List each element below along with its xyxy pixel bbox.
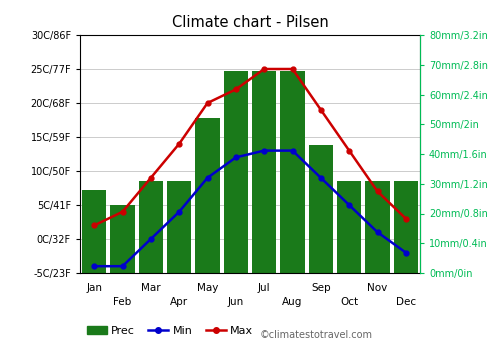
Text: Nov: Nov [368,283,388,293]
Text: Aug: Aug [282,297,302,307]
Text: Jun: Jun [228,297,244,307]
Bar [252,71,276,273]
Bar [139,181,163,273]
Bar [167,181,191,273]
Text: Sep: Sep [311,283,330,293]
Text: Jan: Jan [86,283,102,293]
Bar [280,71,304,273]
Text: Feb: Feb [114,297,132,307]
Bar [309,145,333,273]
Legend: Prec, Min, Max: Prec, Min, Max [82,321,258,340]
Text: Mar: Mar [141,283,161,293]
Text: Oct: Oct [340,297,358,307]
Bar [366,181,390,273]
Bar [337,181,361,273]
Bar [196,118,220,273]
Text: Apr: Apr [170,297,188,307]
Bar [110,204,134,273]
Text: May: May [197,283,218,293]
Text: Dec: Dec [396,297,416,307]
Title: Climate chart - Pilsen: Climate chart - Pilsen [172,15,328,30]
Text: Jul: Jul [258,283,270,293]
Bar [82,190,106,273]
Bar [224,71,248,273]
Text: ©climatestotravel.com: ©climatestotravel.com [260,329,373,340]
Bar [394,181,418,273]
